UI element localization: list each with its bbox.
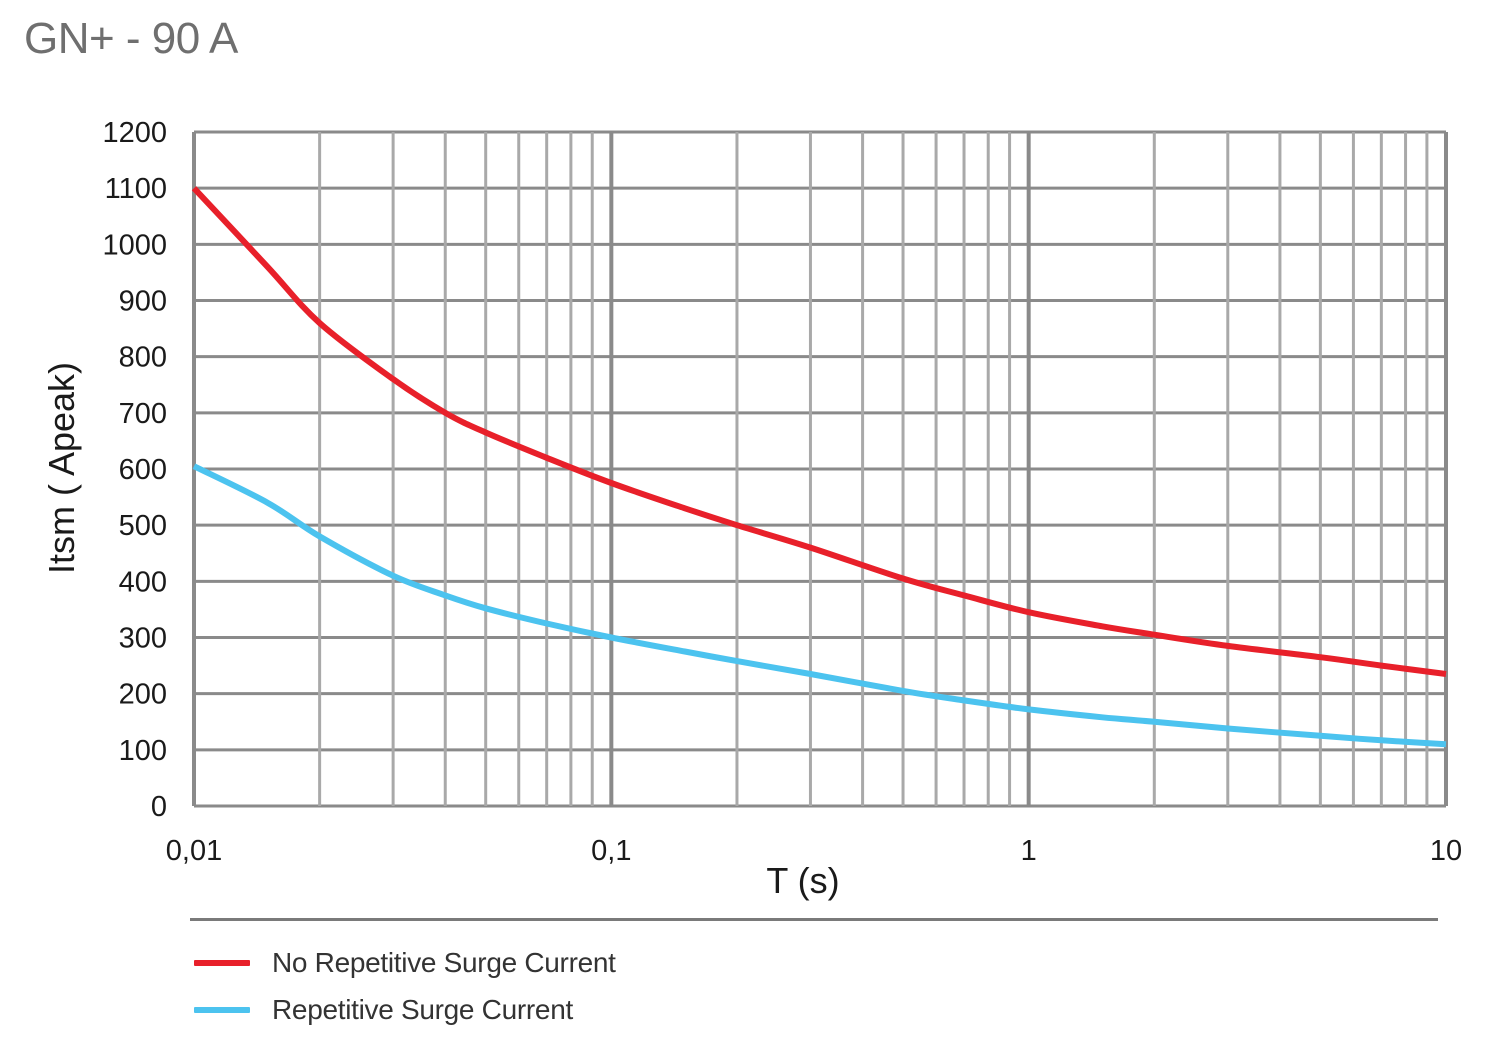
y-tick-label: 100 <box>119 735 167 767</box>
series-lines <box>191 186 1447 748</box>
x-tick-label: 10 <box>1430 835 1462 867</box>
tick-labels: 0 100 200 300 400 500 600 700 800 900 1000 1100 1200… <box>102 117 1462 867</box>
y-tick-label: 800 <box>119 342 167 374</box>
y-tick-label: 200 <box>119 679 167 711</box>
legend-item-repetitive: Repetitive Surge Current <box>190 986 1438 1033</box>
y-tick-label: 400 <box>119 566 167 598</box>
y-tick-label: 1200 <box>102 117 167 149</box>
x-tick-label: 1 <box>1021 835 1037 867</box>
legend: No Repetitive Surge Current Repetitive S… <box>190 918 1438 1033</box>
legend-swatch-blue <box>194 1006 250 1013</box>
chart-plot: 0 100 200 300 400 500 600 700 800 900 1000 1100 1200… <box>41 117 1462 901</box>
x-axis-label: T (s) <box>766 860 839 901</box>
chart-title: GN+ - 90 A <box>24 14 238 63</box>
y-tick-label: 300 <box>119 623 167 655</box>
y-tick-label: 600 <box>119 454 167 486</box>
y-tick-label: 0 <box>151 791 167 823</box>
y-tick-label: 1000 <box>102 229 167 261</box>
y-axis-label: Itsm ( Apeak) <box>41 362 82 574</box>
y-tick-label: 1100 <box>105 173 167 205</box>
y-tick-label: 500 <box>119 510 167 542</box>
legend-label: No Repetitive Surge Current <box>272 946 616 978</box>
y-tick-label: 900 <box>119 286 167 318</box>
legend-divider <box>190 918 1438 921</box>
x-tick-label: 0,1 <box>591 835 631 867</box>
legend-label: Repetitive Surge Current <box>272 993 573 1025</box>
x-tick-label: 0,01 <box>166 835 222 867</box>
series-line-repetitive <box>192 463 1447 748</box>
grid-lines <box>192 130 1448 808</box>
y-tick-label: 700 <box>119 398 167 430</box>
series-line-no-repetitive <box>191 186 1447 677</box>
legend-swatch-red <box>194 959 250 966</box>
legend-item-no-repetitive: No Repetitive Surge Current <box>190 939 1438 986</box>
